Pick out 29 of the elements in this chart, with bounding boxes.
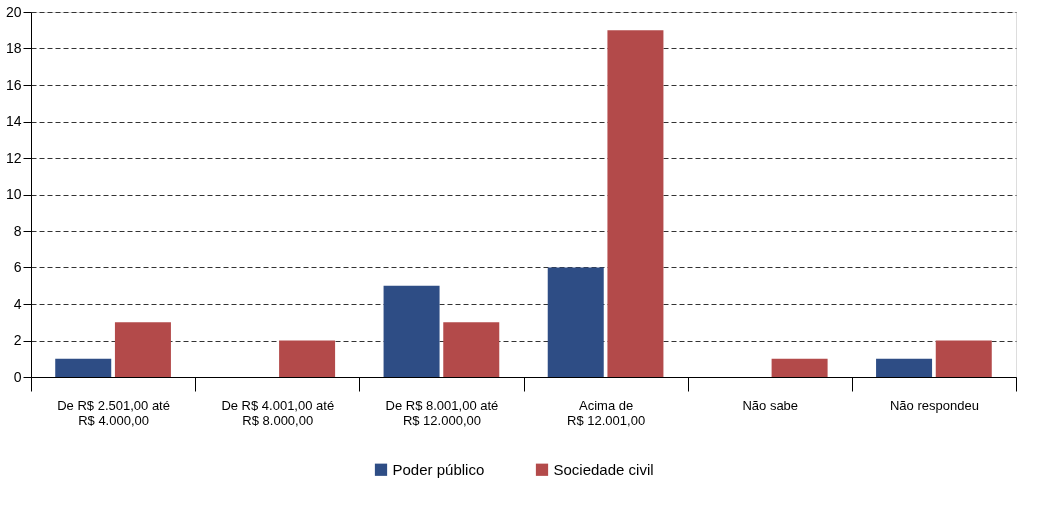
- bar: [383, 285, 440, 377]
- y-tick-label: 16: [5, 76, 22, 93]
- bar: [279, 340, 336, 377]
- x-tick-label: De R$ 2.501,00 até R$ 4.000,00: [57, 397, 170, 428]
- x-tick-label: Não respondeu: [889, 397, 979, 413]
- x-tick-label: Acima de R$ 12.001,00: [567, 397, 646, 428]
- legend-label: Sociedade civil: [553, 460, 654, 478]
- y-tick-label: 14: [5, 113, 22, 129]
- bar: [547, 267, 604, 377]
- bar: [876, 358, 933, 377]
- y-tick-label: 4: [13, 295, 22, 312]
- bar: [114, 322, 171, 377]
- y-tick-label: 12: [5, 149, 22, 166]
- bar: [771, 358, 828, 377]
- y-tick-label: 6: [13, 259, 22, 275]
- bar: [55, 358, 112, 377]
- y-tick-label: 20: [5, 3, 22, 20]
- legend-label: Poder público: [392, 460, 485, 478]
- x-tick-label: De R$ 8.001,00 até R$ 12.000,00: [385, 397, 499, 428]
- y-tick-label: 18: [5, 40, 22, 56]
- y-tick-label: 2: [13, 332, 22, 348]
- x-tick-label: Não sabe: [742, 397, 799, 413]
- bar: [443, 322, 500, 377]
- x-tick-label: De R$ 4.001,00 até R$ 8.000,00: [221, 397, 335, 428]
- y-tick-label: 8: [13, 222, 22, 239]
- y-tick-label: 10: [5, 186, 22, 202]
- y-tick-label: 0: [13, 368, 22, 385]
- bar: [935, 340, 992, 377]
- bar: [607, 30, 664, 377]
